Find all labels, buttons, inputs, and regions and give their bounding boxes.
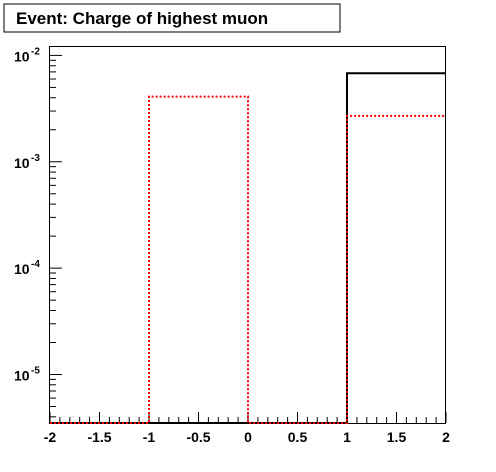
y-tick-exponent: -3 [31, 153, 40, 164]
y-tick-exponent: -2 [31, 46, 40, 57]
y-tick-base: 10 [14, 368, 30, 384]
x-tick-label: -1.5 [87, 429, 111, 445]
y-tick-label: 10 -3 [14, 153, 40, 171]
title-border [3, 3, 341, 33]
y-axis-ticks [50, 54, 62, 418]
y-tick-base: 10 [14, 48, 30, 64]
x-axis-labels: -2 -1.5 -1 -0.5 0 0.5 1 1.5 2 [44, 429, 450, 445]
chart-title: Event: Charge of highest muon [16, 9, 268, 28]
x-tick-label: 1.5 [387, 429, 407, 445]
x-tick-label: 2 [442, 429, 450, 445]
x-tick-label: 0.5 [288, 429, 308, 445]
y-tick-exponent: -5 [31, 366, 40, 377]
x-tick-label: -1 [143, 429, 156, 445]
y-tick-label: 10 -2 [14, 46, 40, 64]
y-tick-exponent: -4 [31, 259, 40, 270]
x-tick-label: 1 [343, 429, 351, 445]
histogram-series-2 [50, 95, 446, 424]
y-tick-label: 10 -4 [14, 259, 40, 277]
x-tick-label: -2 [44, 429, 57, 445]
y-axis-labels: 10-510-410-310-2 [14, 46, 40, 383]
y-tick-base: 10 [14, 155, 30, 171]
y-tick-label: 10 -5 [14, 366, 40, 384]
histogram-series [50, 72, 446, 424]
title-box: Event: Charge of highest muon [3, 3, 341, 33]
y-tick-base: 10 [14, 261, 30, 277]
plot-frame [49, 46, 446, 424]
x-tick-label: -0.5 [186, 429, 210, 445]
x-tick-label: 0 [244, 429, 252, 445]
